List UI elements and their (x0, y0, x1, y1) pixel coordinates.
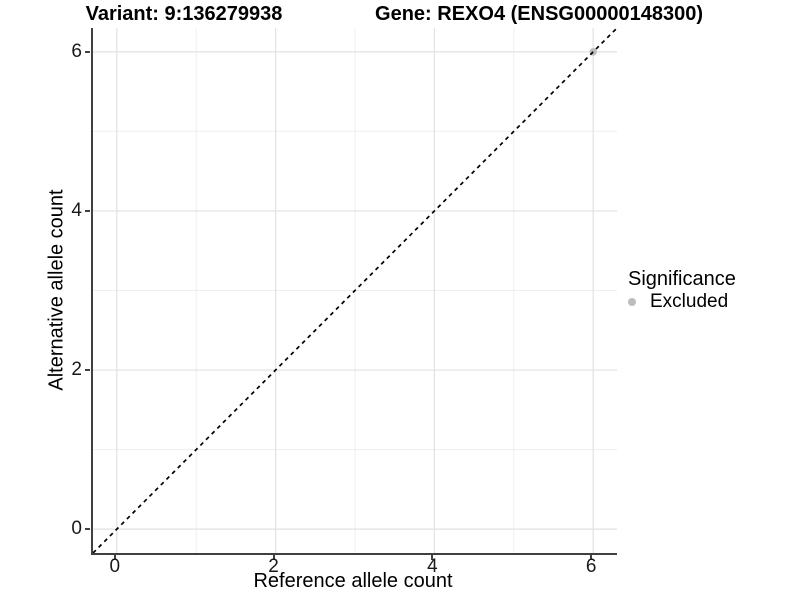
identity-dashed-line (93, 28, 617, 553)
legend-title: Significance (628, 268, 736, 290)
x-axis-title: Reference allele count (253, 570, 453, 592)
legend-entry-label: Excluded (650, 291, 729, 312)
y-tick-label: 6 (71, 40, 82, 62)
x-tick-mark (113, 555, 116, 560)
plot-title-gene: Gene: REXO4 (ENSG00000148300) (375, 3, 703, 25)
y-axis-title: Alternative allele count (45, 189, 68, 391)
x-tick-mark (590, 555, 593, 560)
x-tick-mark (272, 555, 275, 560)
x-tick-label: 0 (109, 556, 121, 577)
legend: Significance Excluded (623, 268, 736, 312)
y-tick-mark (85, 50, 90, 53)
y-tick-mark (85, 209, 90, 212)
x-tick-label: 4 (427, 556, 438, 577)
x-tick-label: 2 (268, 556, 279, 577)
plot-title-variant: Variant: 9:136279938 (85, 3, 283, 25)
y-tick-label: 4 (71, 199, 82, 221)
y-tick-mark (85, 369, 90, 372)
y-tick-label: 2 (71, 359, 82, 381)
plot-canvas (93, 28, 617, 553)
x-tick-label: 6 (585, 556, 597, 577)
legend-key (623, 293, 641, 311)
plot-panel (91, 28, 617, 555)
x-tick-mark (431, 555, 434, 560)
y-tick-mark (85, 528, 90, 531)
y-tick-label: 0 (71, 518, 82, 540)
legend-marker-excluded-icon (628, 298, 636, 306)
legend-entry-excluded: Excluded (623, 291, 736, 312)
